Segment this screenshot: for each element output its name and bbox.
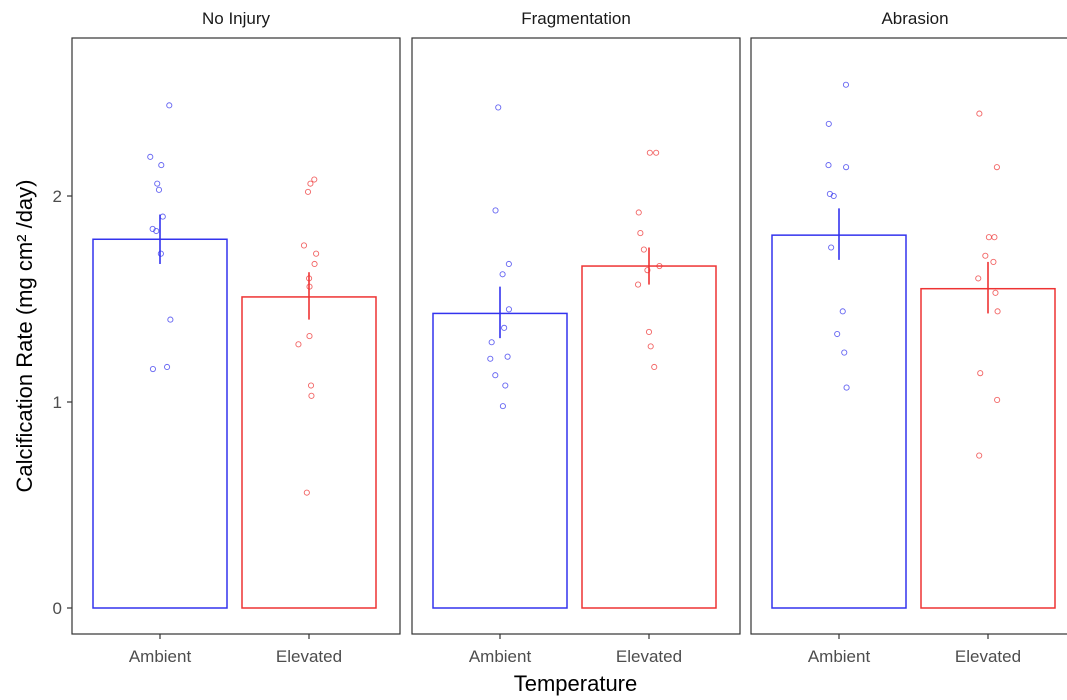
data-point [640, 246, 647, 253]
data-point [825, 120, 832, 127]
data-point [992, 289, 999, 296]
data-point [635, 209, 642, 216]
data-point [651, 363, 658, 371]
data-point [645, 328, 653, 336]
data-point [487, 355, 494, 362]
data-point [159, 213, 166, 220]
data-point [834, 330, 841, 338]
data-point [158, 162, 165, 169]
data-point [976, 452, 983, 459]
data-point [977, 370, 984, 377]
data-point [311, 260, 318, 268]
panel-frame [411, 37, 741, 635]
panel-title: No Injury [202, 9, 271, 28]
data-point [154, 180, 161, 187]
data-point [153, 227, 160, 235]
data-point [499, 271, 506, 278]
data-point [166, 102, 173, 109]
data-point [842, 81, 849, 88]
bar-elevated [581, 265, 717, 609]
data-point [830, 192, 837, 200]
data-point [306, 333, 313, 340]
data-point [501, 324, 508, 331]
y-tick-label: 1 [53, 393, 62, 412]
bar-ambient [771, 234, 907, 609]
panel-title: Fragmentation [521, 9, 631, 28]
data-point [164, 363, 171, 371]
data-point [843, 164, 850, 171]
panel-frame [750, 37, 1067, 635]
data-point [499, 403, 506, 410]
data-point [488, 339, 495, 346]
panel-title: Abrasion [881, 9, 948, 28]
data-point [504, 353, 511, 360]
data-point [157, 250, 164, 257]
data-point [505, 260, 512, 268]
data-point [647, 343, 654, 350]
bar-elevated [920, 287, 1056, 609]
data-point [637, 230, 644, 237]
data-point [646, 149, 653, 156]
y-tick-label: 2 [53, 187, 62, 206]
data-point [308, 392, 315, 399]
data-point [656, 262, 663, 270]
x-tick-label: Ambient [129, 647, 192, 666]
data-point [306, 283, 313, 290]
data-point [307, 180, 314, 187]
data-point [295, 341, 302, 348]
data-point [492, 372, 499, 379]
data-point [505, 306, 512, 313]
data-point [843, 384, 850, 391]
data-point [300, 242, 308, 249]
data-point [975, 275, 982, 282]
data-point [985, 234, 992, 241]
panel-3: Abrasion Ambient Elevated [750, 9, 1067, 666]
panel-frame [71, 37, 401, 635]
data-point [839, 308, 846, 315]
data-point [644, 267, 651, 274]
panel-2: Fragmentation Ambient Elevated [411, 9, 741, 666]
data-point [994, 396, 1001, 403]
data-point [313, 250, 320, 257]
y-tick-label: 0 [53, 599, 62, 618]
data-point [303, 489, 310, 496]
data-point [149, 365, 156, 373]
x-tick-label: Elevated [276, 647, 342, 666]
data-point [825, 162, 832, 169]
panel-1: No Injury Ambient Elevated [71, 9, 401, 666]
data-point [502, 382, 509, 389]
data-point [307, 382, 315, 389]
x-tick-label: Elevated [616, 647, 682, 666]
bar-ambient [92, 238, 228, 609]
data-point [155, 186, 163, 193]
data-point [828, 244, 835, 251]
data-point [841, 349, 848, 356]
panels-layer: No Injury Ambient Elevated Fragmentation Amb… [71, 9, 1067, 666]
x-tick-label: Elevated [955, 647, 1021, 666]
data-point [982, 252, 989, 259]
data-point [311, 176, 318, 183]
y-axis: 0 1 2 [53, 187, 72, 618]
bar-elevated [241, 296, 377, 609]
data-point [635, 281, 642, 288]
data-point [167, 316, 174, 323]
data-point [991, 234, 998, 241]
data-point [147, 153, 154, 160]
data-point [492, 207, 499, 214]
x-axis-title: Temperature [514, 671, 638, 696]
x-tick-label: Ambient [469, 647, 532, 666]
data-point [495, 104, 502, 111]
bar-ambient [432, 312, 568, 609]
y-axis-title: Calcification Rate (mg cm² /day) [12, 180, 37, 493]
data-point [994, 308, 1001, 315]
data-point [990, 258, 997, 265]
data-point [306, 275, 313, 282]
data-point [304, 188, 312, 195]
data-point [976, 110, 983, 117]
x-tick-label: Ambient [808, 647, 871, 666]
data-point [993, 164, 1000, 171]
data-point [653, 149, 660, 156]
